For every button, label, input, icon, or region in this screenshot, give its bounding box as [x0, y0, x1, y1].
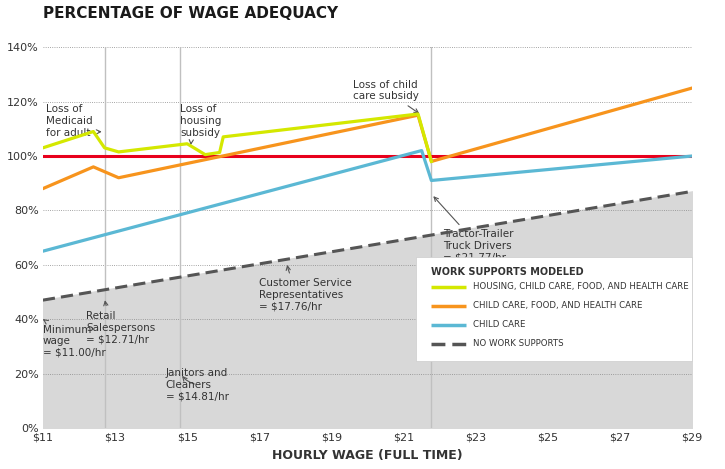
- Text: Tractor-Trailer
Truck Drivers
= $21.77/hr: Tractor-Trailer Truck Drivers = $21.77/h…: [434, 197, 514, 263]
- Text: Minimum
wage
= $11.00/hr: Minimum wage = $11.00/hr: [43, 320, 106, 358]
- Text: NO WORK SUPPORTS: NO WORK SUPPORTS: [473, 339, 563, 348]
- Text: PERCENTAGE OF WAGE ADEQUACY: PERCENTAGE OF WAGE ADEQUACY: [43, 6, 338, 21]
- Text: WORK SUPPORTS MODELED: WORK SUPPORTS MODELED: [431, 267, 583, 277]
- Text: HOUSING, CHILD CARE, FOOD, AND HEALTH CARE: HOUSING, CHILD CARE, FOOD, AND HEALTH CA…: [473, 282, 689, 291]
- Text: CHILD CARE: CHILD CARE: [473, 320, 525, 329]
- FancyBboxPatch shape: [416, 257, 692, 361]
- Text: Retail
Salespersons
= $12.71/hr: Retail Salespersons = $12.71/hr: [86, 302, 155, 344]
- Text: Loss of child
care subsidy: Loss of child care subsidy: [353, 80, 419, 113]
- Text: Loss of
housing
subsidy: Loss of housing subsidy: [180, 104, 221, 144]
- Text: Loss of
Medicaid
for adult: Loss of Medicaid for adult: [46, 104, 101, 137]
- Text: CHILD CARE, FOOD, AND HEALTH CARE: CHILD CARE, FOOD, AND HEALTH CARE: [473, 301, 642, 310]
- Text: Customer Service
Representatives
= $17.76/hr: Customer Service Representatives = $17.7…: [260, 266, 352, 311]
- Text: Janitors and
Cleaners
= $14.81/hr: Janitors and Cleaners = $14.81/hr: [165, 368, 228, 401]
- X-axis label: HOURLY WAGE (FULL TIME): HOURLY WAGE (FULL TIME): [272, 449, 463, 462]
